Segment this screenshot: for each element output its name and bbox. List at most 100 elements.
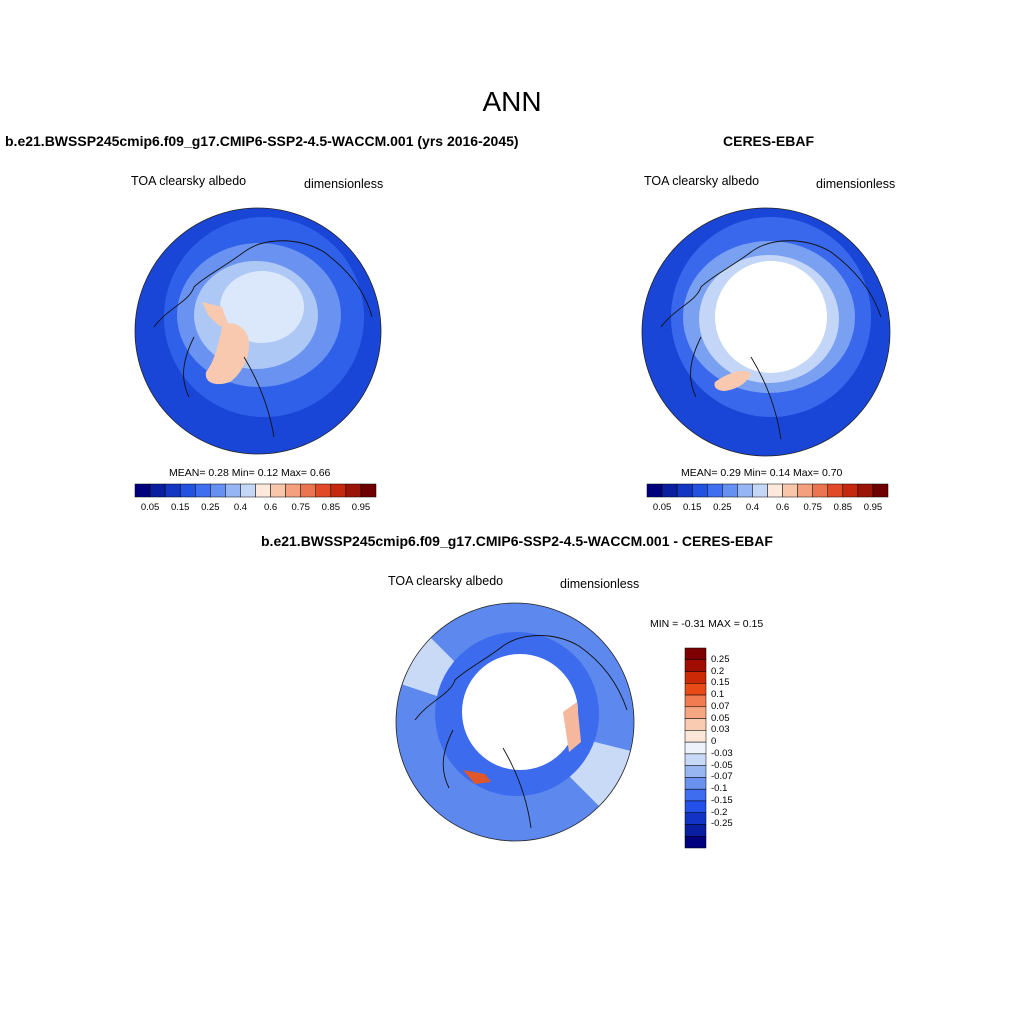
colorbar-tick-label: 0.75 (803, 502, 822, 513)
sea-ice-core (220, 271, 304, 343)
colorbar-swatch (646, 483, 663, 498)
obs-panel-title: CERES-EBAF (723, 133, 815, 149)
colorbar-swatch (684, 765, 707, 778)
model-panel-title: b.e21.BWSSP245cmip6.f09_g17.CMIP6-SSP2-4… (5, 133, 519, 149)
colorbar-swatch (684, 730, 707, 743)
colorbar-tick-label: -0.03 (711, 747, 733, 759)
colorbar-swatch (240, 483, 256, 498)
colorbar-swatch (767, 483, 783, 498)
diff-variable-label: TOA clearsky albedo (388, 574, 504, 588)
model-units-label: dimensionless (304, 177, 384, 191)
colorbar-tick-label: 0.4 (745, 502, 760, 513)
colorbar-swatch (345, 483, 362, 498)
colorbar-swatch (255, 483, 271, 498)
colorbar-swatch (195, 483, 211, 498)
colorbar-swatch (210, 483, 226, 498)
colorbar-swatch (684, 800, 707, 813)
colorbar-swatch (684, 647, 707, 661)
colorbar-swatch (300, 483, 316, 498)
colorbar-tick-label: 0.05 (711, 712, 730, 724)
colorbar-swatch (179, 483, 196, 498)
colorbar-tick-label: 0.07 (711, 700, 730, 712)
diff-stats: MIN = -0.31 MAX = 0.15 (650, 618, 764, 630)
colorbar-tick-label: -0.25 (711, 818, 733, 830)
colorbar-swatch (684, 788, 707, 802)
colorbar-swatch (684, 824, 707, 837)
obs-variable-label: TOA clearsky albedo (644, 174, 760, 188)
no-data-pole (715, 261, 827, 373)
colorbar-swatch (661, 483, 678, 498)
colorbar-swatch (684, 812, 707, 825)
colorbar-swatch (684, 718, 707, 731)
diff-no-data-pole (462, 654, 578, 770)
colorbar-tick-label: 0.15 (170, 502, 190, 513)
colorbar-swatch (684, 694, 707, 708)
diff-panel-title: b.e21.BWSSP245cmip6.f09_g17.CMIP6-SSP2-4… (261, 533, 773, 549)
colorbar-swatch (164, 483, 181, 498)
colorbar-tick-label: 0.05 (140, 502, 160, 513)
colorbar-swatch (722, 483, 738, 498)
colorbar-swatch (782, 483, 798, 498)
colorbar-swatch (684, 671, 707, 684)
colorbar-swatch (812, 483, 828, 498)
colorbar-swatch (842, 483, 859, 498)
colorbar-tick-label: 0.25 (713, 502, 732, 513)
colorbar-tick-label: 0.25 (201, 502, 220, 513)
colorbar-swatch (857, 483, 874, 498)
colorbar-tick-label: 0.95 (863, 502, 883, 513)
colorbar-swatch (684, 706, 707, 719)
diff-positive-patch (463, 770, 491, 784)
diff-positive-patch (563, 702, 581, 752)
colorbar-tick-label: 0.75 (291, 502, 310, 513)
coastline (153, 240, 373, 438)
colorbar-tick-label: 0.95 (351, 502, 371, 513)
colorbar-swatch (676, 483, 693, 498)
colorbar-swatch (225, 483, 241, 498)
greenland-region (714, 370, 751, 391)
colorbar-tick-label: 0 (711, 736, 717, 748)
colorbar-swatch (827, 483, 844, 498)
colorbar-swatch (315, 483, 332, 498)
figure-title: ANN (482, 86, 542, 117)
colorbar-swatch (737, 483, 753, 498)
colorbar-swatch (707, 483, 723, 498)
model-variable-label: TOA clearsky albedo (131, 174, 247, 188)
obs-stats: MEAN= 0.29 Min= 0.14 Max= 0.70 (681, 467, 843, 479)
colorbar-tick-label: 0.05 (652, 502, 672, 513)
colorbar-tick-label: 0.15 (682, 502, 702, 513)
obs-units-label: dimensionless (816, 177, 896, 191)
colorbar-tick-label: 0.85 (833, 502, 853, 513)
colorbar-tick-label: 0.03 (711, 724, 730, 736)
colorbar-swatch (360, 483, 377, 498)
model-stats: MEAN= 0.28 Min= 0.12 Max= 0.66 (169, 467, 331, 479)
colorbar-tick-label: -0.15 (711, 794, 733, 806)
colorbar-swatch (684, 777, 707, 790)
colorbar-swatch (684, 753, 707, 766)
colorbar-swatch (270, 483, 286, 498)
colorbar-tick-label: 0.4 (233, 502, 248, 513)
colorbar-swatch (684, 659, 707, 672)
colorbar-tick-label: 0.6 (263, 502, 278, 513)
diff-units-label: dimensionless (560, 577, 640, 591)
greenland-region (205, 323, 250, 385)
canadian-archipelago (202, 302, 230, 329)
colorbar-swatch (872, 483, 889, 498)
colorbar-tick-label: 0.15 (711, 677, 730, 689)
colorbar-swatch (285, 483, 301, 498)
colorbar-swatch (797, 483, 813, 498)
colorbar-swatch (752, 483, 768, 498)
colorbar-swatch (330, 483, 347, 498)
diff-colorbar (684, 647, 707, 849)
colorbar-tick-label: 0.2 (711, 665, 725, 677)
coastline (414, 635, 628, 829)
model-colorbar (134, 483, 377, 498)
colorbar-tick-label: 0.1 (711, 689, 725, 701)
colorbar-tick-label: -0.2 (711, 806, 728, 818)
colorbar-swatch (691, 483, 708, 498)
coastline (660, 240, 882, 440)
obs-colorbar (646, 483, 889, 498)
colorbar-tick-label: -0.07 (711, 771, 733, 783)
diff-polar-map (395, 602, 635, 842)
model-polar-map (134, 207, 382, 455)
colorbar-swatch (684, 741, 707, 755)
